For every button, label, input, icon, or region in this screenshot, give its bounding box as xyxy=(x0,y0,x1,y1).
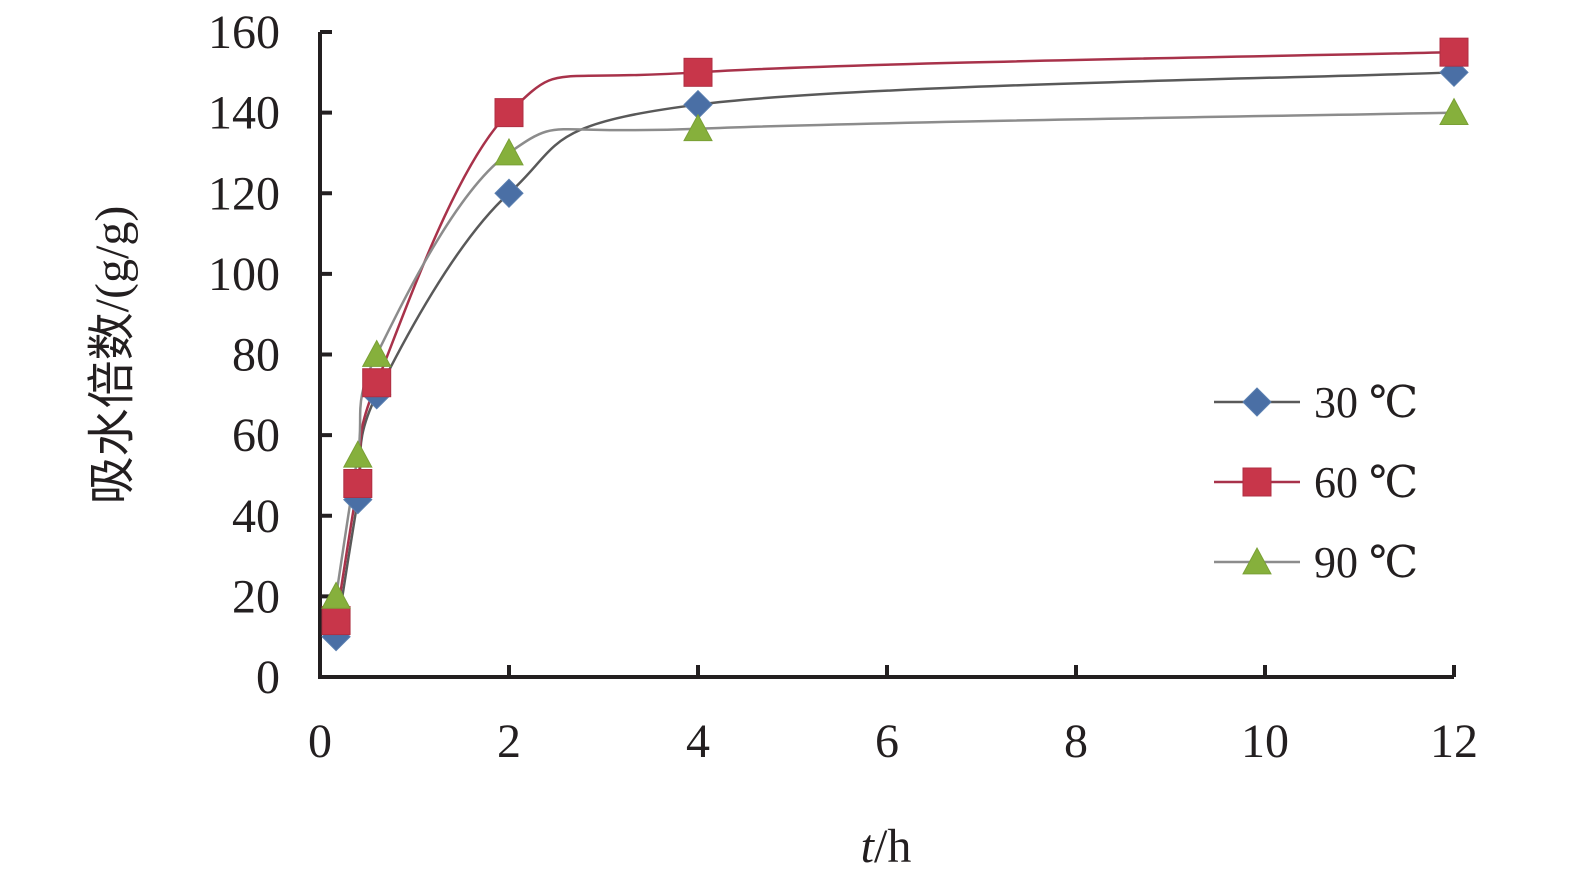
marker-layer xyxy=(321,37,1469,652)
x-tick-label: 6 xyxy=(875,715,899,768)
data-point-square xyxy=(494,98,524,128)
legend-marker-square xyxy=(1242,467,1272,497)
data-point-triangle xyxy=(321,581,351,609)
x-tick-label: 0 xyxy=(308,715,332,768)
x-axis-title: t/h xyxy=(861,820,912,873)
data-point-triangle xyxy=(1439,97,1469,126)
data-point-square xyxy=(1439,37,1469,67)
legend-label: 90 ℃ xyxy=(1314,538,1418,587)
series-layer xyxy=(334,50,1455,637)
y-tick-label: 100 xyxy=(208,248,280,301)
data-point-triangle xyxy=(342,440,373,468)
y-tick-label: 140 xyxy=(208,87,280,140)
axes-layer xyxy=(318,32,1454,679)
y-tick-label: 40 xyxy=(232,490,280,543)
data-point-diamond xyxy=(494,178,524,208)
x-tick-label: 10 xyxy=(1241,715,1289,768)
y-tick-label: 0 xyxy=(256,651,280,704)
y-tick-label: 80 xyxy=(232,329,280,382)
y-tick-label: 60 xyxy=(232,409,280,462)
legend-label: 60 ℃ xyxy=(1314,458,1418,507)
y-tick-label: 20 xyxy=(232,570,280,623)
ticks-layer: 0 20 40 60 80 100 120 140 160 0 2 4 6 8 10 12 xyxy=(208,6,1478,768)
x-tick-label: 8 xyxy=(1064,715,1088,768)
data-point-square xyxy=(343,469,373,498)
legend: 30 ℃ 60 ℃ 90 ℃ xyxy=(1214,378,1418,587)
legend-marker-diamond xyxy=(1242,387,1272,417)
data-point-square xyxy=(683,57,713,87)
y-tick-label: 160 xyxy=(208,6,280,59)
x-tick-label: 12 xyxy=(1430,715,1478,768)
data-point-square xyxy=(321,606,351,636)
data-point-triangle xyxy=(494,137,524,166)
x-tick-label: 2 xyxy=(497,715,521,768)
legend-marker-triangle xyxy=(1242,546,1272,575)
y-tick-label: 120 xyxy=(208,167,280,220)
legend-label: 30 ℃ xyxy=(1314,378,1418,427)
series-line xyxy=(334,50,1455,621)
data-point-triangle xyxy=(683,113,713,142)
x-tick-label: 4 xyxy=(686,715,710,768)
data-point-square xyxy=(362,368,392,398)
y-axis-title: 吸水倍数/(g/g) xyxy=(86,206,139,505)
data-point-triangle xyxy=(361,339,392,367)
